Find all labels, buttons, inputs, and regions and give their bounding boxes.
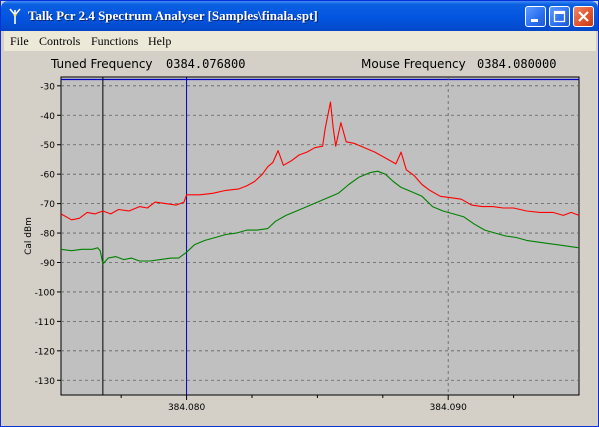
close-button[interactable] xyxy=(573,6,594,27)
maximize-icon xyxy=(553,10,566,23)
close-icon xyxy=(578,11,589,22)
series-group xyxy=(60,101,580,265)
window-title: Talk Pcr 2.4 Spectrum Analyser [Samples\… xyxy=(28,8,318,23)
title-bar[interactable]: Talk Pcr 2.4 Spectrum Analyser [Samples\… xyxy=(1,1,598,31)
tuned-frequency-value: 0384.076800 xyxy=(166,57,246,71)
y-axis: -30 -40 -50 -60 -70 -80 -90 -100 -110 -120 -130 xyxy=(35,82,61,387)
menu-help[interactable]: Help xyxy=(148,34,172,48)
y-tick-label: -60 xyxy=(40,171,55,181)
y-tick-label: -130 xyxy=(35,377,56,387)
x-tick-label: 384.080 xyxy=(168,403,205,413)
tuned-frequency-label: Tuned Frequency xyxy=(51,57,153,71)
y-tick-label: -90 xyxy=(40,259,55,269)
mouse-frequency-value: 0384.080000 xyxy=(477,57,557,71)
menu-controls[interactable]: Controls xyxy=(39,34,81,48)
spectrum-trace-1 xyxy=(60,101,580,221)
menu-bar: File Controls Functions Help xyxy=(4,31,596,51)
plot-area[interactable] xyxy=(60,76,580,396)
y-tick-label: -70 xyxy=(40,200,55,210)
analyser-panel: Tuned Frequency 0384.076800 Mouse Freque… xyxy=(4,51,596,425)
y-axis-label: Cal dBm xyxy=(24,217,34,255)
menu-file[interactable]: File xyxy=(10,34,29,48)
y-tick-label: -110 xyxy=(35,318,56,328)
y-tick-label: -40 xyxy=(40,112,55,122)
spectrum-chart[interactable]: -30 -40 -50 -60 -70 -80 -90 -100 -110 -120 -130 38… xyxy=(4,51,596,425)
spectrum-trace-2 xyxy=(60,170,580,265)
x-tick-label: 384.090 xyxy=(430,403,467,413)
x-axis: 384.080 384.090 xyxy=(120,395,515,413)
y-tick-label: -100 xyxy=(35,288,56,298)
y-tick-label: -30 xyxy=(40,82,55,92)
frequency-markers xyxy=(102,77,188,395)
y-tick-label: -50 xyxy=(40,141,55,151)
y-tick-label: -80 xyxy=(40,230,55,240)
antenna-icon[interactable] xyxy=(7,7,23,25)
menu-functions[interactable]: Functions xyxy=(91,34,139,48)
minimize-icon xyxy=(531,19,538,22)
mouse-frequency-label: Mouse Frequency xyxy=(361,57,466,71)
y-tick-label: -120 xyxy=(35,347,56,357)
minimize-button[interactable] xyxy=(525,6,546,27)
maximize-button[interactable] xyxy=(549,6,570,27)
